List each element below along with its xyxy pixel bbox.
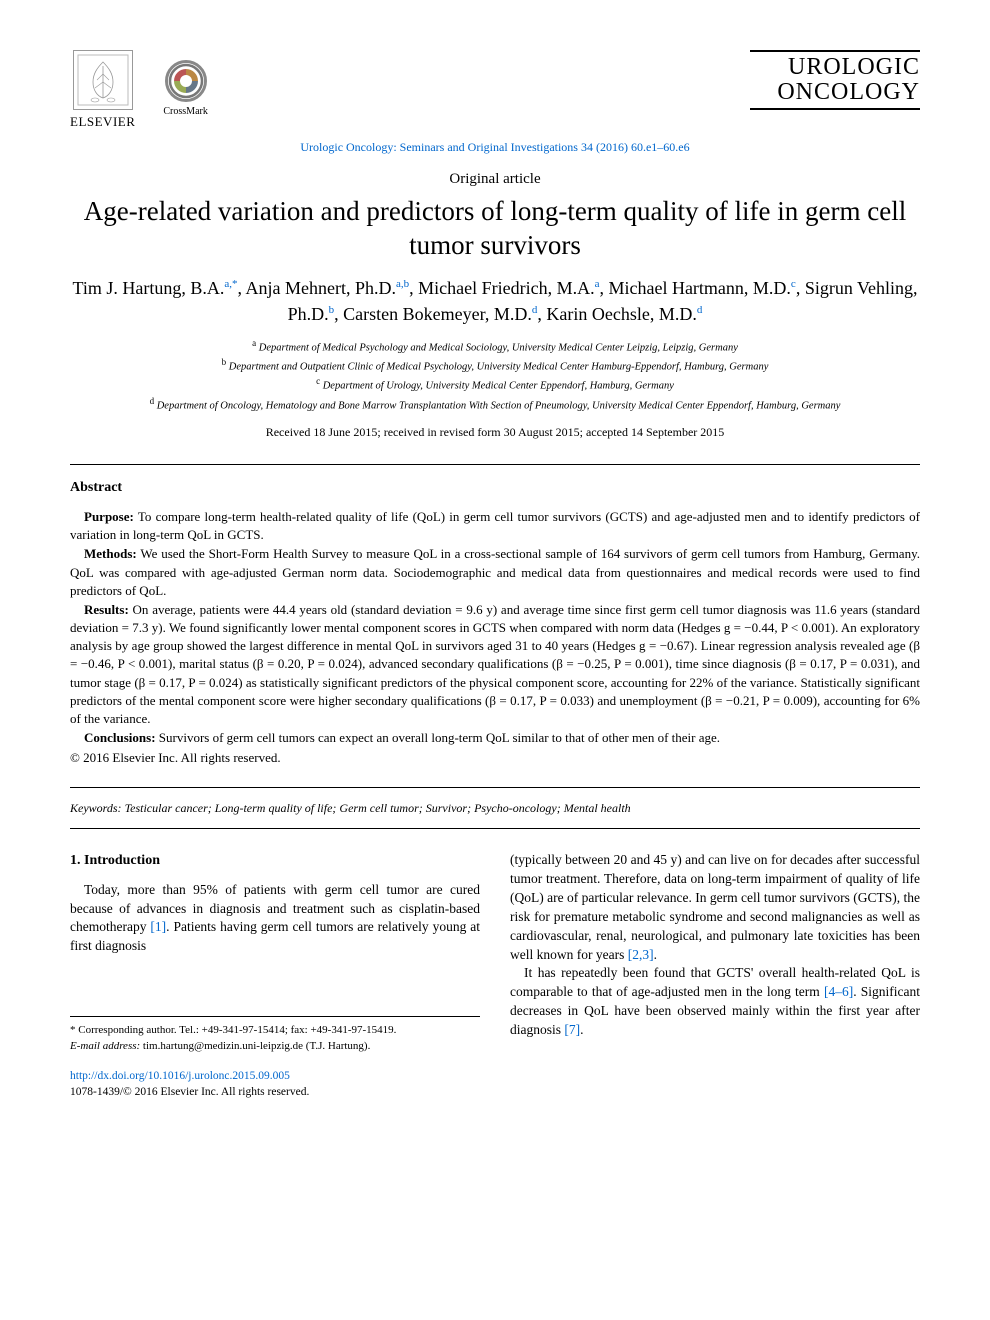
ref-7[interactable]: [7] [564, 1022, 580, 1037]
keywords: Keywords: Testicular cancer; Long-term q… [70, 800, 920, 816]
rule-above-keywords [70, 787, 920, 788]
elsevier-name: ELSEVIER [70, 113, 135, 131]
conclusions-label: Conclusions: [84, 730, 156, 745]
header-left: ELSEVIER CrossMark [70, 50, 208, 131]
article-dates: Received 18 June 2015; received in revis… [70, 424, 920, 440]
purpose-label: Purpose: [84, 509, 134, 524]
crossmark-badge[interactable]: CrossMark [163, 60, 207, 119]
column-left: 1. Introduction Today, more than 95% of … [70, 851, 480, 1100]
abstract-copyright: © 2016 Elsevier Inc. All rights reserved… [70, 749, 920, 767]
abstract-body: Purpose: To compare long-term health-rel… [70, 508, 920, 747]
abstract-results: Results: On average, patients were 44.4 … [70, 601, 920, 728]
header-row: ELSEVIER CrossMark UROLOGIC ONCOLOGY [70, 50, 920, 131]
citation-link[interactable]: Urologic Oncology: Seminars and Original… [70, 139, 920, 155]
doi-block: http://dx.doi.org/10.1016/j.urolonc.2015… [70, 1068, 480, 1100]
footnote-block: * Corresponding author. Tel.: +49-341-97… [70, 1016, 480, 1054]
authors-list: Tim J. Hartung, B.A.a,*, Anja Mehnert, P… [70, 276, 920, 326]
ref-1[interactable]: [1] [150, 919, 166, 934]
issn-copyright: 1078-1439/© 2016 Elsevier Inc. All right… [70, 1084, 480, 1100]
journal-title-1: UROLOGIC [750, 55, 920, 80]
results-text: On average, patients were 44.4 years old… [70, 602, 920, 726]
email-label: E-mail address: [70, 1040, 140, 1052]
methods-label: Methods: [84, 546, 137, 561]
abstract-purpose: Purpose: To compare long-term health-rel… [70, 508, 920, 544]
elsevier-logo: ELSEVIER [70, 50, 135, 131]
article-type: Original article [70, 169, 920, 189]
ref-2-3[interactable]: [2,3] [628, 947, 654, 962]
methods-text: We used the Short-Form Health Survey to … [70, 546, 920, 597]
crossmark-label: CrossMark [163, 105, 207, 119]
email-line: E-mail address: tim.hartung@medizin.uni-… [70, 1039, 480, 1054]
affiliation: b Department and Outpatient Clinic of Me… [70, 356, 920, 375]
affiliations: a Department of Medical Psychology and M… [70, 337, 920, 414]
abstract-conclusions: Conclusions: Survivors of germ cell tumo… [70, 729, 920, 747]
purpose-text: To compare long-term health-related qual… [70, 509, 920, 542]
results-label: Results: [84, 602, 129, 617]
body-columns: 1. Introduction Today, more than 95% of … [70, 851, 920, 1100]
keywords-label: Keywords: [70, 801, 122, 815]
affiliation: d Department of Oncology, Hematology and… [70, 395, 920, 414]
doi-link[interactable]: http://dx.doi.org/10.1016/j.urolonc.2015… [70, 1068, 480, 1084]
affiliation: a Department of Medical Psychology and M… [70, 337, 920, 356]
crossmark-icon [165, 60, 207, 102]
keywords-list: Testicular cancer; Long-term quality of … [122, 801, 631, 815]
email-address: tim.hartung@medizin.uni-leipzig.de (T.J.… [140, 1040, 370, 1052]
abstract-heading: Abstract [70, 479, 920, 498]
conclusions-text: Survivors of germ cell tumors can expect… [156, 730, 720, 745]
column-right: (typically between 20 and 45 y) and can … [510, 851, 920, 1100]
journal-title-2: ONCOLOGY [750, 80, 920, 105]
intro-para-1: Today, more than 95% of patients with ge… [70, 881, 480, 957]
intro-para-1-cont: (typically between 20 and 45 y) and can … [510, 851, 920, 964]
ref-4-6[interactable]: [4–6] [824, 984, 853, 999]
rule-above-abstract [70, 464, 920, 465]
corresponding-author: * Corresponding author. Tel.: +49-341-97… [70, 1023, 480, 1038]
affiliation: c Department of Urology, University Medi… [70, 375, 920, 394]
rule-below-keywords [70, 828, 920, 829]
intro-para-2: It has repeatedly been found that GCTS' … [510, 964, 920, 1040]
journal-title-block: UROLOGIC ONCOLOGY [750, 50, 920, 110]
intro-heading: 1. Introduction [70, 851, 480, 871]
elsevier-tree-icon [73, 50, 133, 110]
abstract-methods: Methods: We used the Short-Form Health S… [70, 545, 920, 600]
article-title: Age-related variation and predictors of … [70, 195, 920, 263]
